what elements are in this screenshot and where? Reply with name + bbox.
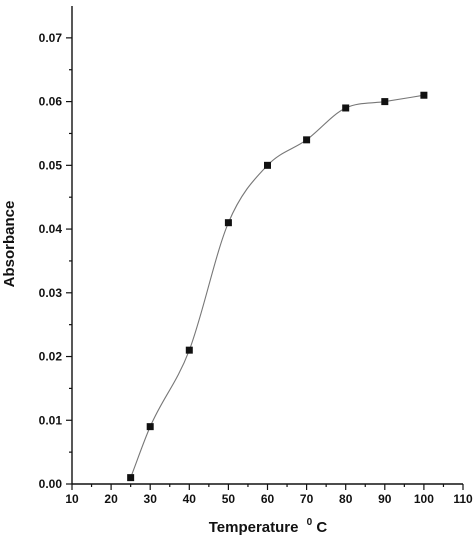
x-tick-label: 10 <box>65 492 79 506</box>
x-tick-label: 30 <box>144 492 158 506</box>
fit-curve <box>130 94 424 478</box>
data-point <box>127 474 135 482</box>
y-tick-label: 0.04 <box>39 222 63 236</box>
y-tick-label: 0.03 <box>39 286 63 300</box>
x-tick-label: 100 <box>414 492 434 506</box>
data-point <box>146 423 154 431</box>
y-axis: 0.00 0.01 0.02 0.03 0.04 0.05 0.06 0.07 <box>39 6 73 491</box>
y-tick-label: 0.01 <box>39 413 63 427</box>
x-tick-label: 60 <box>261 492 275 506</box>
data-point <box>264 161 271 169</box>
data-point <box>381 98 389 106</box>
x-axis-title: Temperature 0 C <box>209 512 328 536</box>
data-point <box>342 104 350 112</box>
data-point <box>303 136 311 144</box>
y-tick-label: 0.07 <box>39 31 63 45</box>
x-axis-title-superscript: 0 <box>307 517 313 528</box>
y-tick-label: 0.02 <box>39 350 63 364</box>
data-point <box>420 91 428 99</box>
x-tick-label: 80 <box>339 492 353 506</box>
y-tick-label: 0.06 <box>39 95 63 109</box>
x-tick-label: 40 <box>183 492 197 506</box>
data-point <box>224 219 232 227</box>
x-tick-label: 50 <box>222 492 236 506</box>
y-axis-title: Absorbance <box>1 201 18 288</box>
x-tick-label: 20 <box>104 492 118 506</box>
x-axis-title-unit: C <box>316 519 327 536</box>
y-tick-label: 0.00 <box>39 477 63 491</box>
x-axis: 10 20 30 40 50 60 70 80 90 100 110 <box>65 483 473 506</box>
plot-area <box>127 91 428 482</box>
x-tick-label: 110 <box>453 492 473 506</box>
x-tick-label: 90 <box>378 492 392 506</box>
y-tick-label: 0.05 <box>39 158 63 172</box>
x-axis-title-main: Temperature <box>209 519 299 536</box>
data-point <box>185 346 193 354</box>
x-tick-label: 70 <box>300 492 314 506</box>
